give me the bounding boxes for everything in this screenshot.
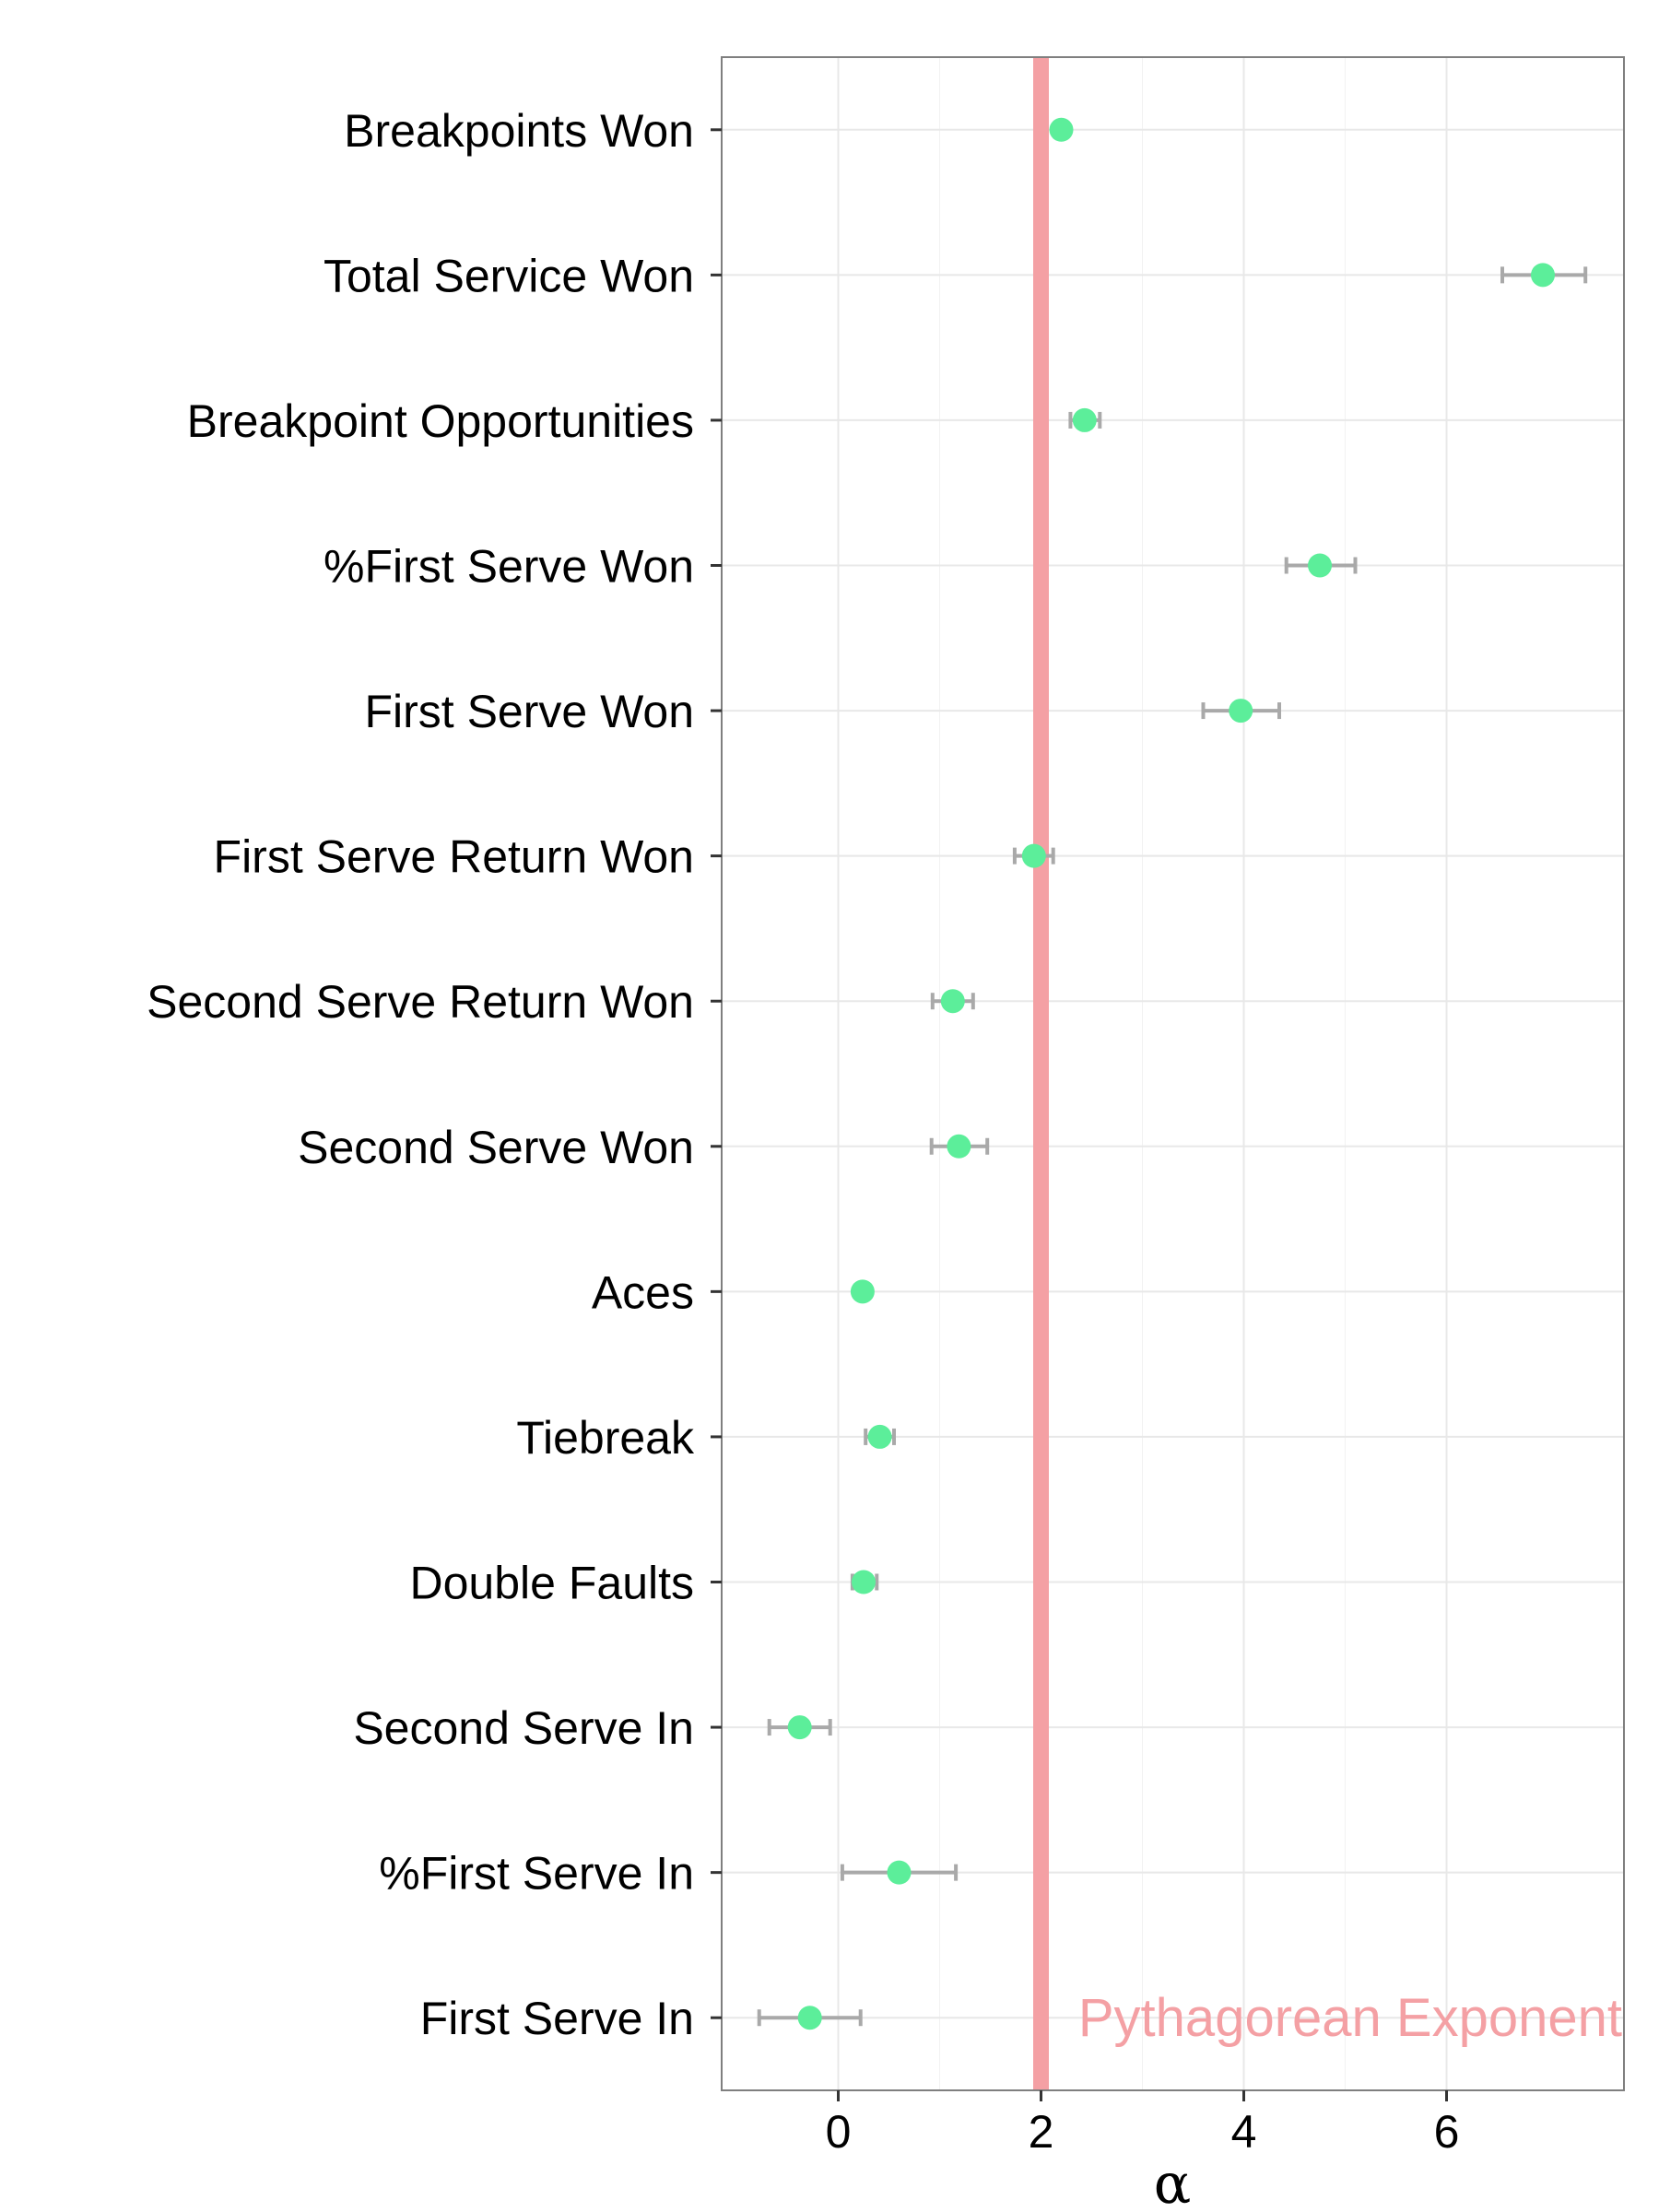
- point-9: [867, 1424, 892, 1449]
- point-7: [947, 1134, 971, 1159]
- category-label-1: Total Service Won: [324, 250, 694, 301]
- category-label-4: First Serve Won: [365, 686, 695, 737]
- point-0: [1049, 117, 1074, 142]
- point-10: [852, 1570, 876, 1594]
- category-label-13: First Serve In: [420, 1993, 694, 2044]
- category-label-2: Breakpoint Opportunities: [187, 395, 694, 447]
- point-11: [787, 1715, 812, 1740]
- point-13: [797, 2006, 822, 2030]
- x-tick-label-4: 4: [1231, 2106, 1257, 2158]
- point-1: [1531, 263, 1555, 288]
- category-label-9: Tiebreak: [516, 1412, 695, 1464]
- category-label-8: Aces: [592, 1266, 694, 1318]
- category-label-6: Second Serve Return Won: [147, 976, 694, 1028]
- x-axis: 0 2 4 6: [826, 2090, 1460, 2158]
- category-label-5: First Serve Return Won: [214, 831, 694, 883]
- point-4: [1229, 699, 1253, 724]
- data-points: [787, 117, 1555, 2030]
- point-12: [887, 1860, 912, 1885]
- major-gridlines: [722, 57, 1624, 2090]
- x-tick-label-6: 6: [1434, 2106, 1460, 2158]
- minor-gridlines: [939, 57, 1346, 2090]
- point-3: [1308, 553, 1332, 578]
- category-label-7: Second Serve Won: [298, 1122, 694, 1173]
- point-5: [1021, 843, 1046, 868]
- point-8: [850, 1279, 875, 1304]
- category-label-12: %First Serve In: [379, 1848, 694, 1900]
- category-label-11: Second Serve In: [353, 1702, 694, 1754]
- point-6: [940, 989, 965, 1014]
- point-2: [1072, 407, 1097, 432]
- category-label-3: %First Serve Won: [324, 541, 694, 593]
- pythagorean-exponent-label: Pythagorean Exponent: [1078, 1988, 1622, 2048]
- x-axis-title: α: [1154, 2152, 1192, 2212]
- y-axis: Breakpoints Won Total Service Won Breakpoi…: [147, 105, 722, 2044]
- category-label-10: Double Faults: [410, 1558, 695, 1609]
- plot-panel-border: [721, 56, 1625, 2091]
- category-label-0: Breakpoints Won: [344, 105, 694, 157]
- x-tick-label-0: 0: [826, 2106, 852, 2158]
- x-tick-label-2: 2: [1029, 2106, 1054, 2158]
- plot-panel: [722, 57, 1624, 2090]
